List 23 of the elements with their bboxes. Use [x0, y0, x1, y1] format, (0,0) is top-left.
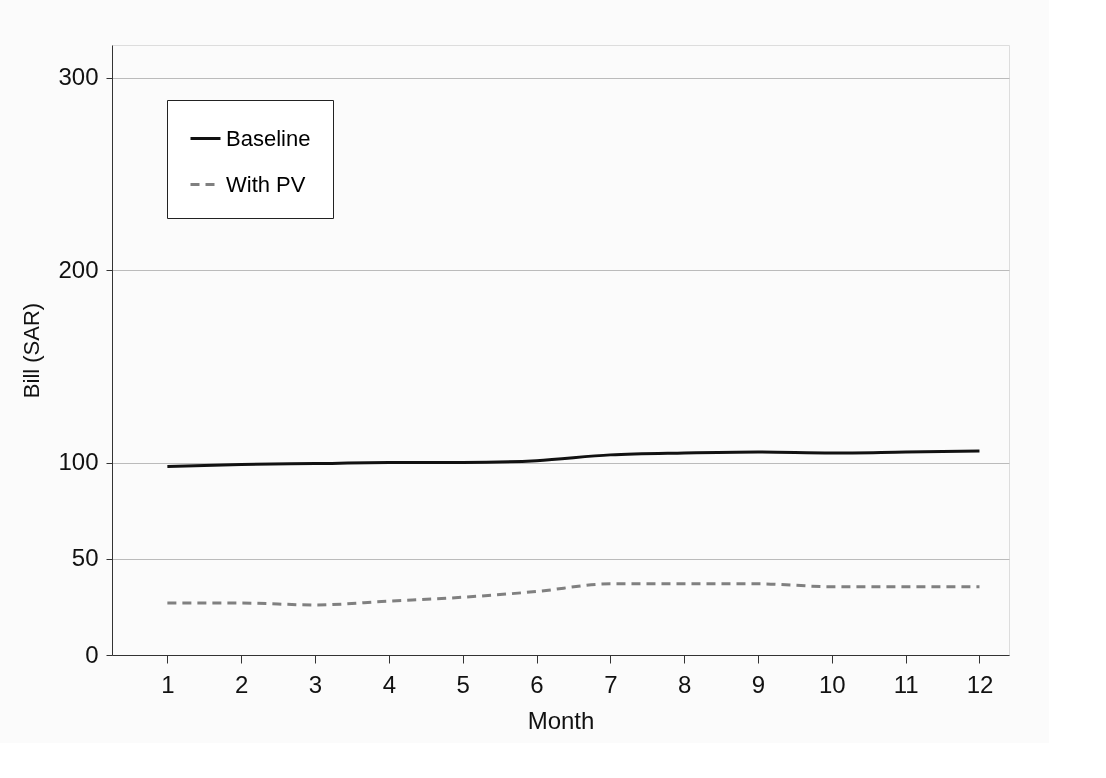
x-tick-label: 5: [456, 670, 470, 698]
y-tick-label: 0: [85, 640, 99, 668]
line-series: [165, 449, 981, 468]
y-tick-label: 300: [58, 63, 99, 91]
x-tick-label: 3: [308, 670, 323, 698]
legend-label: With PV: [226, 171, 306, 197]
x-tick-label: 1: [161, 670, 175, 698]
y-tick-label: 50: [71, 544, 99, 572]
x-tick-label: 11: [893, 670, 919, 698]
y-axis-title: Bill (SAR): [19, 302, 45, 399]
y-tick-label: 100: [58, 448, 99, 476]
y-tick-label: 200: [58, 255, 99, 283]
line-series: [165, 582, 981, 607]
x-tick-label: 12: [966, 670, 994, 698]
x-tick-label: 9: [751, 670, 766, 698]
x-tick-label: 4: [382, 670, 397, 698]
x-tick-label: 2: [235, 670, 249, 698]
x-axis-title: Month: [527, 706, 595, 734]
legend-label: Baseline: [226, 125, 311, 151]
x-tick-label: 7: [604, 670, 618, 698]
x-tick-label: 6: [530, 670, 544, 698]
x-tick-label: 8: [677, 670, 692, 698]
x-tick-label: 10: [818, 670, 846, 698]
